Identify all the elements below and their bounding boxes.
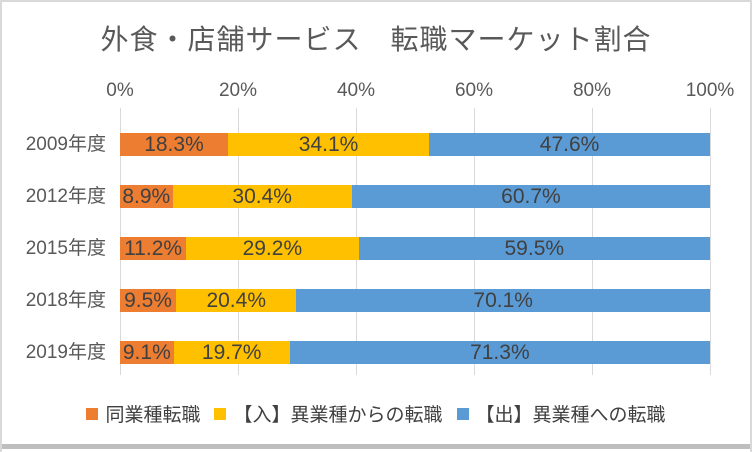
data-label: 30.4% — [232, 185, 292, 208]
bar-segment: 9.5% — [120, 289, 177, 312]
data-label: 29.2% — [242, 237, 303, 260]
legend-item: 同業種転職 — [86, 400, 200, 427]
category-label: 2012年度 — [25, 186, 106, 207]
bar-segment: 30.4% — [172, 185, 352, 208]
bar-segment: 11.2% — [120, 237, 187, 260]
bar-segment: 60.7% — [351, 185, 710, 208]
data-label: 60.7% — [501, 185, 561, 208]
gridline — [710, 108, 711, 375]
legend-swatch-icon — [86, 407, 99, 420]
bar-segment: 29.2% — [186, 237, 359, 260]
data-label: 59.5% — [504, 237, 565, 260]
bar-row: 8.9% 30.4% 60.7% — [120, 185, 710, 208]
legend-label: 【入】異業種からの転職 — [233, 405, 443, 426]
category-label: 2009年度 — [25, 134, 106, 155]
x-axis-tick: 20% — [218, 80, 258, 101]
bar-segment: 8.9% — [120, 185, 173, 208]
data-label: 11.2% — [124, 237, 183, 260]
x-axis-tick: 60% — [454, 80, 494, 101]
data-label: 9.5% — [124, 289, 172, 312]
legend-swatch-icon — [456, 407, 469, 420]
legend: 同業種転職 【入】異業種からの転職 【出】異業種への転職 — [2, 400, 750, 427]
bar-segment: 19.7% — [173, 341, 290, 364]
data-label: 9.1% — [122, 341, 171, 364]
x-axis-tick: 40% — [336, 80, 376, 101]
bar-row: 11.2% 29.2% 59.5% — [120, 237, 710, 260]
legend-item: 【入】異業種からの転職 — [214, 400, 443, 427]
legend-item: 【出】異業種への転職 — [456, 400, 666, 427]
category-label: 2019年度 — [25, 342, 106, 363]
bar-segment: 47.6% — [429, 133, 710, 156]
bar-row: 9.1% 19.7% 71.3% — [120, 341, 710, 364]
x-axis-tick: 0% — [106, 80, 134, 101]
x-axis-tick: 100% — [685, 80, 735, 101]
chart-title: 外食・店舗サービス 転職マーケット割合 — [100, 24, 652, 55]
data-label: 47.6% — [539, 133, 600, 156]
data-label: 70.1% — [473, 289, 533, 312]
legend-label: 【出】異業種への転職 — [475, 405, 666, 426]
bar-segment: 59.5% — [358, 237, 710, 260]
data-label: 71.3% — [470, 341, 530, 364]
bar-row: 18.3% 34.1% 47.6% — [120, 133, 710, 156]
bottom-edge-divider — [2, 444, 750, 449]
x-axis-tick: 80% — [572, 80, 612, 101]
bar-segment: 20.4% — [176, 289, 297, 312]
data-label: 34.1% — [298, 133, 359, 156]
bar-segment: 70.1% — [296, 289, 710, 312]
data-label: 20.4% — [206, 289, 266, 312]
data-label: 18.3% — [144, 133, 204, 156]
legend-label: 同業種転職 — [105, 405, 201, 426]
bar-row: 9.5% 20.4% 70.1% — [120, 289, 710, 312]
category-label: 2018年度 — [25, 290, 106, 311]
bar-segment: 71.3% — [289, 341, 710, 364]
bar-segment: 18.3% — [120, 133, 228, 156]
data-label: 8.9% — [122, 185, 171, 208]
legend-swatch-icon — [214, 407, 227, 420]
data-label: 19.7% — [201, 341, 262, 364]
category-label: 2015年度 — [25, 238, 106, 259]
bar-segment: 9.1% — [120, 341, 174, 364]
bar-segment: 34.1% — [227, 133, 430, 156]
